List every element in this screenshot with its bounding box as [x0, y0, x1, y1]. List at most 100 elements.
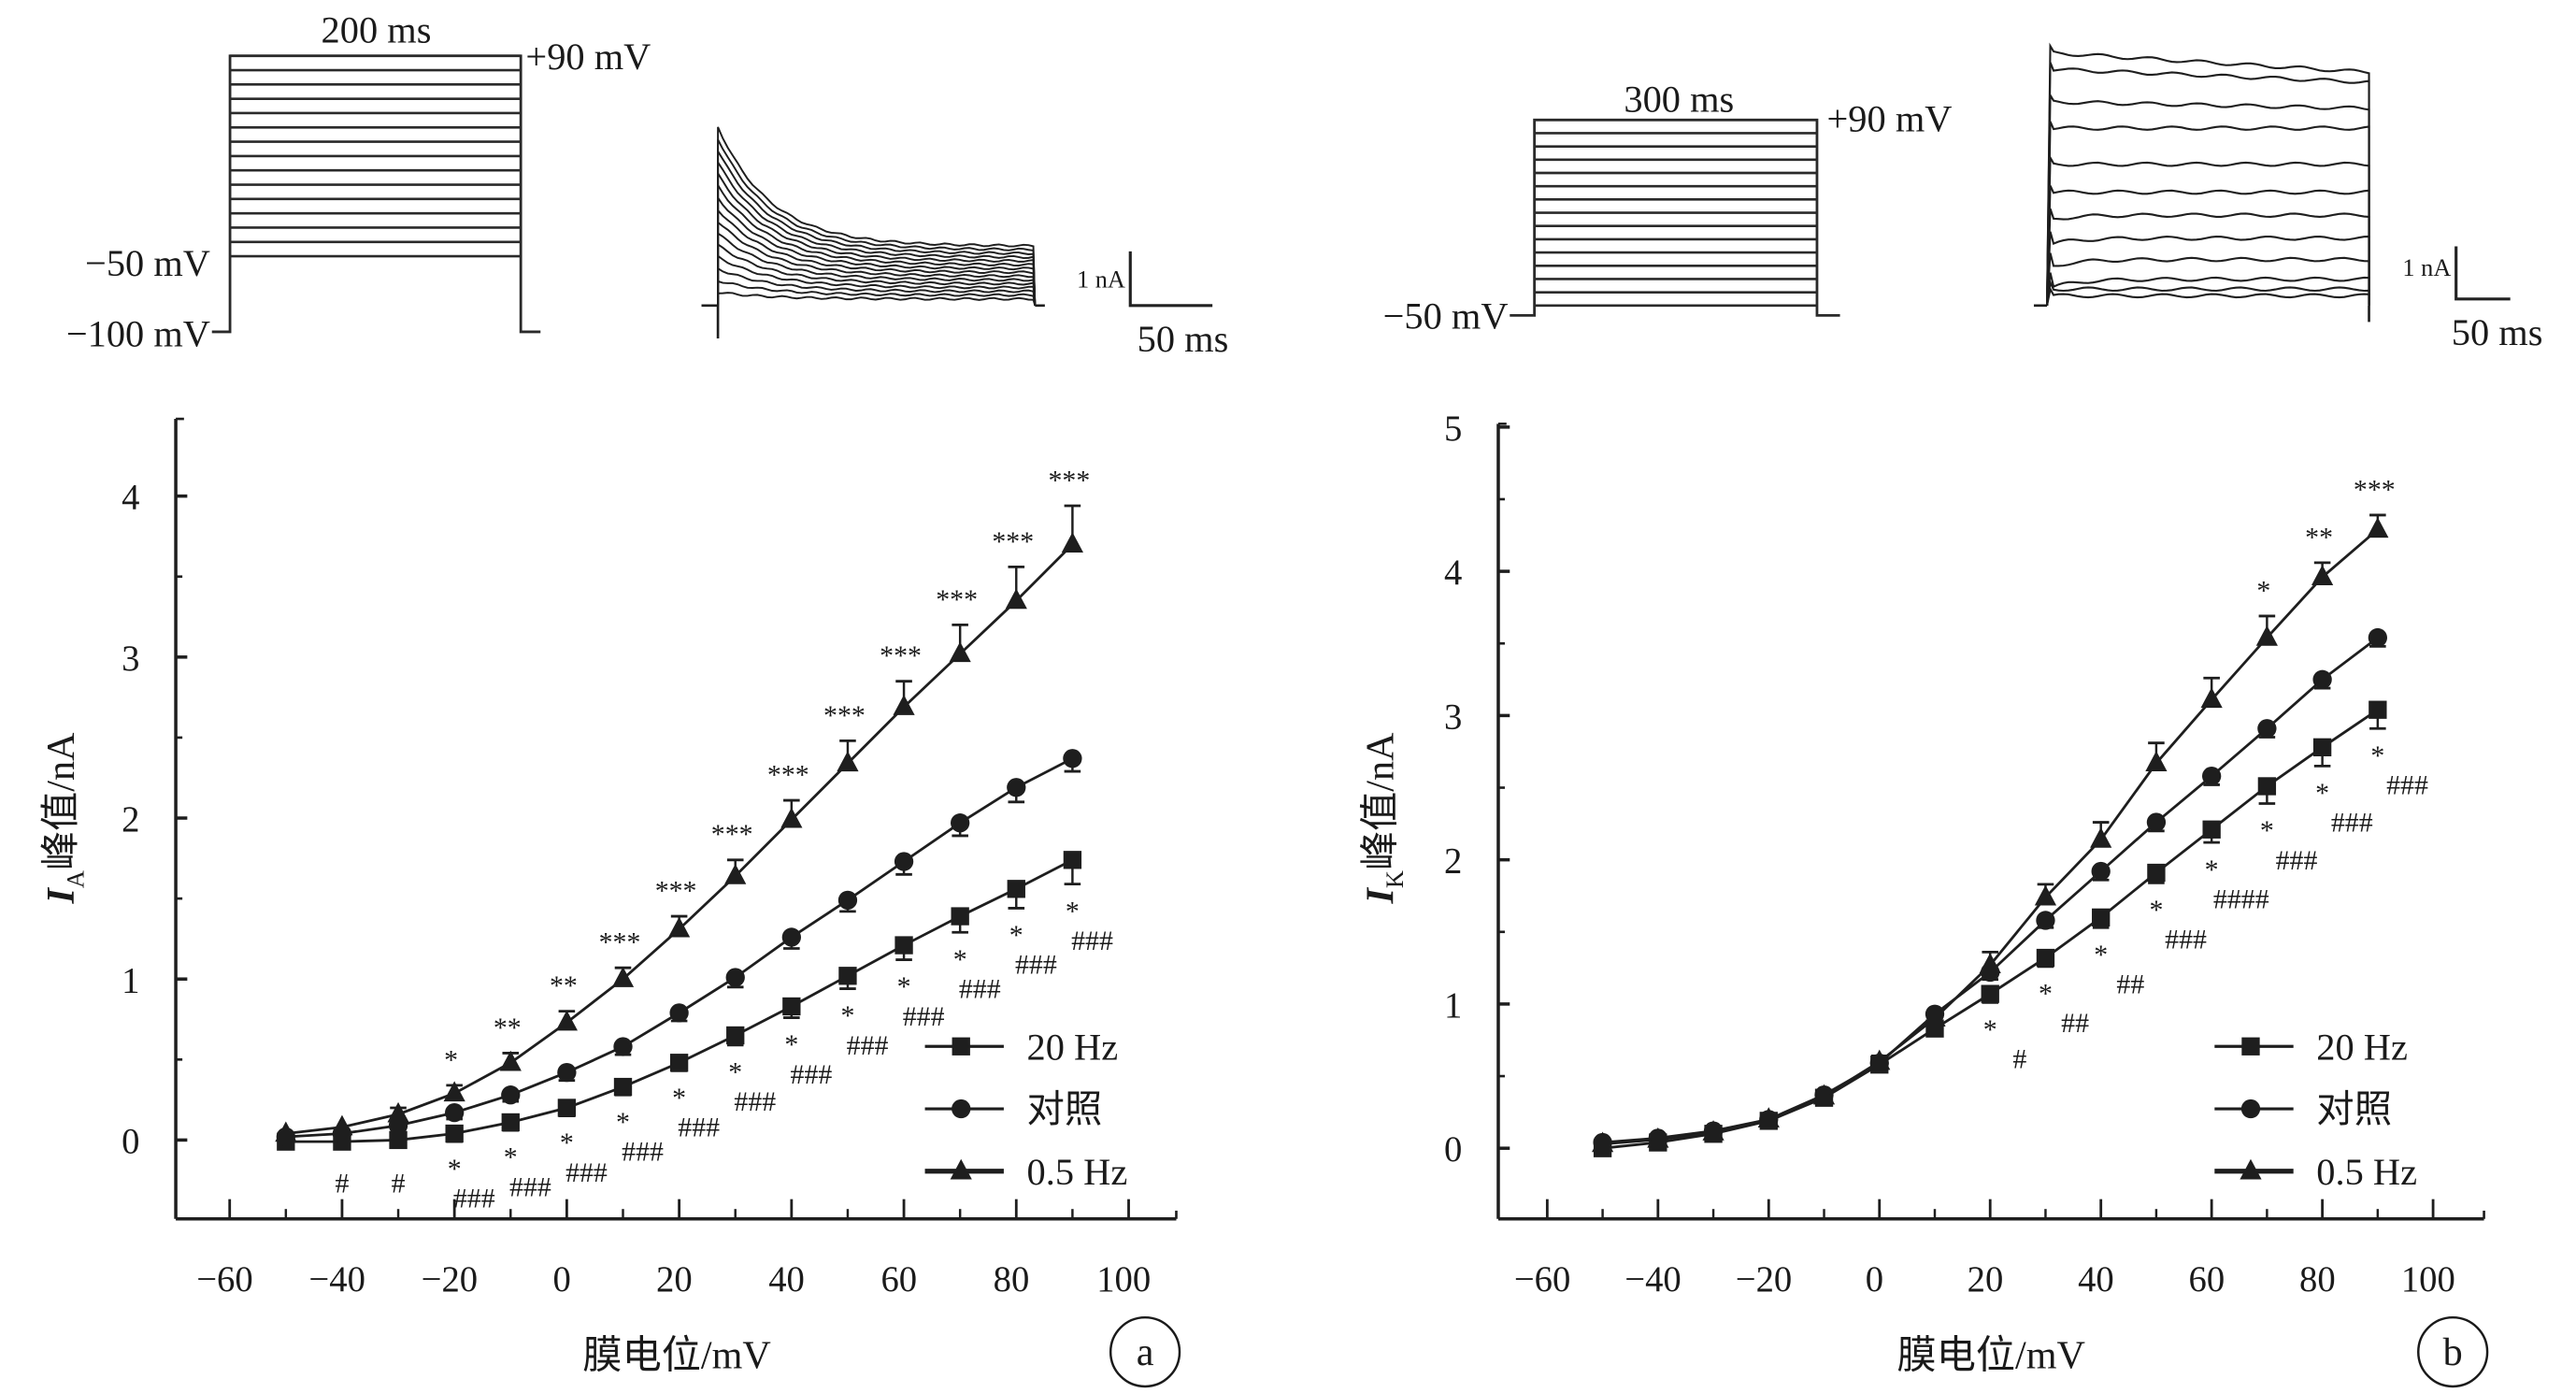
data-point-square — [2368, 700, 2387, 719]
legend-item: 20 Hz — [2214, 1026, 2408, 1068]
series-group — [275, 504, 1083, 1151]
significance-star: * — [897, 971, 911, 1002]
data-point-triangle — [2255, 625, 2278, 646]
data-point-circle — [2146, 812, 2167, 832]
significance-star: * — [672, 1083, 686, 1113]
data-point-triangle — [668, 916, 691, 938]
significance-hash: ### — [2386, 770, 2428, 801]
data-point-triangle — [611, 967, 635, 987]
y-tick-label: 0 — [122, 1122, 139, 1161]
data-point-triangle — [1924, 1006, 1946, 1027]
current-trace — [2045, 208, 2370, 306]
significance-mark-above: ** — [550, 970, 578, 1001]
significance-mark-above: ** — [2305, 522, 2333, 553]
data-point-triangle — [1005, 588, 1027, 610]
significance-hash: ### — [791, 1059, 833, 1090]
x-axis-title: 膜电位/mV — [1897, 1334, 2085, 1378]
y-axis-title-rest: 峰值/nA — [1358, 732, 1402, 870]
x-tick-label: 40 — [768, 1260, 805, 1300]
y-tick-label: 3 — [122, 639, 139, 679]
significance-star: * — [2315, 778, 2329, 809]
stimulus-outline — [1510, 118, 1840, 317]
data-point-triangle — [780, 807, 803, 828]
current-trace — [717, 194, 1037, 306]
scale-bar-lines — [1128, 251, 1213, 308]
data-point-square — [445, 1124, 464, 1143]
current-trace — [717, 138, 1037, 306]
current-traces-a — [701, 126, 1045, 338]
legend-marker-circle — [2240, 1099, 2261, 1119]
data-point-triangle — [2145, 751, 2168, 771]
data-point-square — [2202, 820, 2221, 839]
scale-bar-lines — [2454, 246, 2511, 301]
current-trace — [2045, 272, 2370, 306]
data-point-square — [2312, 738, 2332, 756]
data-point-square — [2147, 863, 2166, 883]
data-point-circle — [2368, 627, 2388, 648]
significance-star: * — [1066, 896, 1080, 926]
significance-star: * — [728, 1056, 742, 1087]
significance-hash: ### — [453, 1183, 495, 1213]
significance-star: * — [616, 1107, 630, 1138]
legend-marker-triangle — [950, 1158, 972, 1180]
trace-baseline — [2033, 304, 2370, 323]
scale-current-label: 1 nA — [1077, 266, 1125, 293]
data-point-circle — [1007, 778, 1026, 797]
data-point-square — [1007, 880, 1025, 898]
data-point-square — [557, 1099, 577, 1117]
significance-mark-above: *** — [599, 927, 641, 958]
significance-hash: ### — [847, 1030, 889, 1061]
scale-time-label: 50 ms — [1138, 318, 1229, 360]
data-point-square — [613, 1077, 633, 1097]
current-trace — [717, 159, 1037, 306]
significance-star: * — [560, 1127, 574, 1158]
significance-star: * — [953, 944, 967, 975]
significance-star: * — [448, 1154, 462, 1185]
panel-letter-circle — [2417, 1315, 2489, 1388]
x-tick-label: −20 — [422, 1260, 478, 1300]
data-point-triangle — [1757, 1107, 1780, 1128]
current-trace — [717, 148, 1037, 306]
legend-marker-triangle — [2240, 1158, 2262, 1180]
significance-mark-above: * — [2256, 575, 2270, 606]
significance-mark-above: *** — [1048, 465, 1090, 495]
current-trace — [717, 292, 1037, 307]
significance-star: * — [1983, 1014, 1997, 1045]
x-tick-label: 60 — [2189, 1260, 2225, 1300]
x-tick-label: 100 — [1096, 1260, 1151, 1300]
legend-label: 对照 — [1027, 1088, 1103, 1130]
data-point-circle — [2202, 767, 2222, 786]
significance-annotations: # # *###*###*###*###*###*###*###*###*###*#… — [335, 465, 1112, 1213]
x-tick-label: 40 — [2078, 1260, 2114, 1300]
current-trace — [717, 181, 1037, 306]
panel-letter: b — [2443, 1330, 2463, 1374]
y-tick-label: 3 — [1444, 697, 1462, 737]
significance-mark-above: ** — [494, 1012, 522, 1043]
data-point-square — [389, 1130, 408, 1150]
significance-annotations: *#*##*##*###*####*###*###*###****** — [1983, 474, 2428, 1074]
current-trace — [2045, 231, 2370, 306]
scale-time-label: 50 ms — [2452, 311, 2543, 353]
stimulus-outline — [211, 54, 541, 334]
stimulus-duration-label: 200 ms — [322, 9, 432, 51]
y-axis-title: IA峰值/nA — [39, 732, 90, 905]
current-trace — [717, 242, 1037, 306]
data-point-triangle — [949, 641, 971, 663]
current-trace — [717, 126, 1037, 306]
trace-baseline — [701, 304, 1045, 338]
current-traces-b — [2033, 42, 2370, 323]
data-point-circle — [894, 852, 914, 871]
data-point-triangle — [2034, 884, 2057, 906]
legend-item: 20 Hz — [924, 1026, 1118, 1068]
data-point-triangle — [2200, 687, 2223, 709]
significance-mark-above: *** — [823, 700, 866, 731]
data-point-triangle — [387, 1101, 409, 1123]
significance-hash: ## — [2116, 969, 2144, 999]
current-trace — [2045, 279, 2370, 306]
x-tick-label: −60 — [196, 1260, 252, 1300]
data-point-triangle — [1647, 1127, 1669, 1148]
stimulus-start-voltage-label: −50 mV — [85, 242, 210, 284]
significance-hash: # — [335, 1169, 349, 1199]
